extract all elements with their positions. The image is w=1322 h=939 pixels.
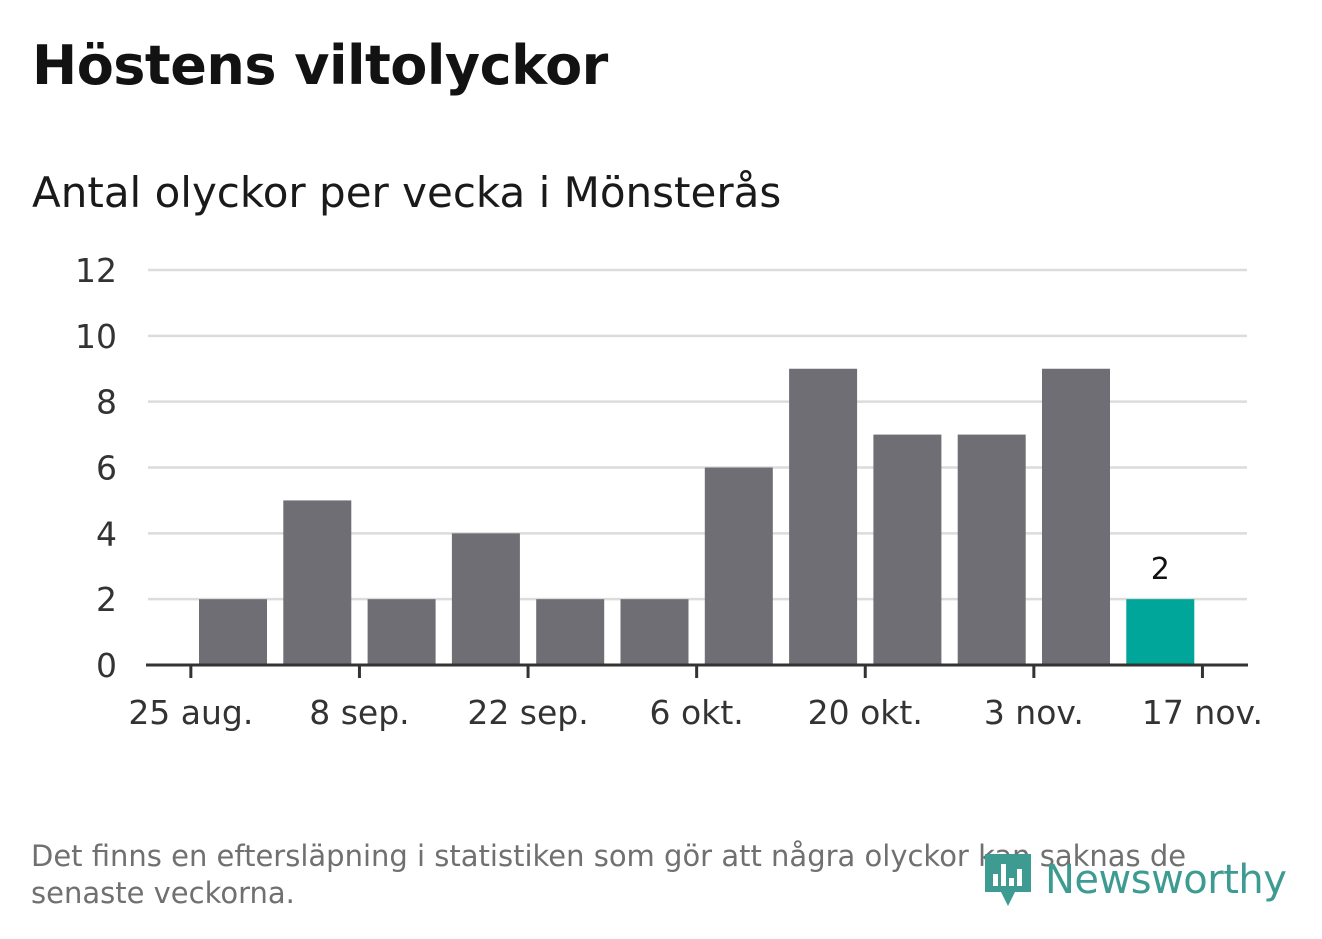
logo-text: Newsworthy [1045, 857, 1287, 903]
bar [283, 500, 352, 665]
bar [536, 599, 605, 665]
y-tick-label: 8 [96, 383, 117, 422]
bar [873, 434, 942, 665]
y-tick-label: 12 [75, 251, 117, 290]
x-tick-label: 20 okt. [808, 693, 923, 732]
bars [199, 368, 1195, 665]
bar [620, 599, 689, 665]
x-axis-labels: 25 aug. 8 sep. 22 sep. 6 okt. 20 okt. 3 nov. 1… [128, 693, 1263, 732]
data-label: 2 [1151, 552, 1170, 587]
chart-subtitle: Antal olyckor per vecka i Mönsterås [32, 168, 782, 217]
chart-title: Höstens viltolyckor [32, 34, 608, 97]
x-tick-label: 25 aug. [128, 693, 253, 732]
bar [1042, 368, 1110, 665]
y-axis-labels: 0 2 4 6 8 10 12 [75, 251, 117, 685]
bar [199, 599, 267, 665]
y-tick-label: 2 [96, 580, 117, 619]
y-tick-label: 6 [96, 449, 117, 488]
newsworthy-logo-icon [985, 854, 1031, 906]
newsworthy-logo: Newsworthy [981, 850, 1287, 910]
bar-highlight [1126, 599, 1195, 665]
x-tick-label: 8 sep. [309, 693, 409, 732]
x-tick-label: 17 nov. [1142, 693, 1263, 732]
y-tick-label: 4 [96, 514, 117, 553]
x-tick-label: 6 okt. [650, 693, 744, 732]
x-tick-label: 3 nov. [984, 693, 1084, 732]
bar [367, 599, 436, 665]
bar [704, 467, 773, 665]
y-tick-label: 10 [75, 317, 117, 356]
x-tick-label: 22 sep. [467, 693, 588, 732]
x-axis [146, 663, 1248, 678]
bar [789, 368, 858, 665]
y-tick-label: 0 [96, 646, 117, 685]
bar [451, 533, 520, 665]
data-labels: 2 [1151, 552, 1170, 587]
bar [957, 434, 1026, 665]
